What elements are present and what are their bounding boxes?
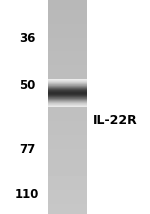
Bar	[48, 96, 87, 97]
Bar	[48, 87, 87, 88]
Bar	[48, 99, 87, 100]
Bar	[48, 88, 87, 89]
Text: 50: 50	[19, 79, 35, 92]
Bar	[48, 80, 87, 81]
Bar	[48, 98, 87, 99]
Bar	[48, 106, 87, 107]
Bar	[48, 91, 87, 92]
Bar	[48, 81, 87, 82]
Bar	[48, 104, 87, 105]
Text: IL-22R: IL-22R	[93, 114, 138, 127]
Bar	[48, 101, 87, 102]
Bar	[48, 89, 87, 90]
Bar	[48, 105, 87, 106]
Text: 36: 36	[19, 32, 35, 45]
Bar	[48, 86, 87, 87]
Bar	[48, 103, 87, 104]
Bar	[48, 85, 87, 86]
Bar	[48, 100, 87, 101]
Text: 110: 110	[15, 188, 39, 201]
Bar	[48, 95, 87, 96]
Bar	[48, 84, 87, 85]
Bar	[48, 94, 87, 95]
Bar	[48, 93, 87, 94]
Bar	[48, 102, 87, 103]
Bar	[48, 79, 87, 80]
Bar	[48, 97, 87, 98]
Bar	[48, 90, 87, 91]
Bar	[48, 92, 87, 93]
Bar	[48, 83, 87, 84]
Text: 77: 77	[19, 143, 35, 156]
Bar	[48, 82, 87, 83]
